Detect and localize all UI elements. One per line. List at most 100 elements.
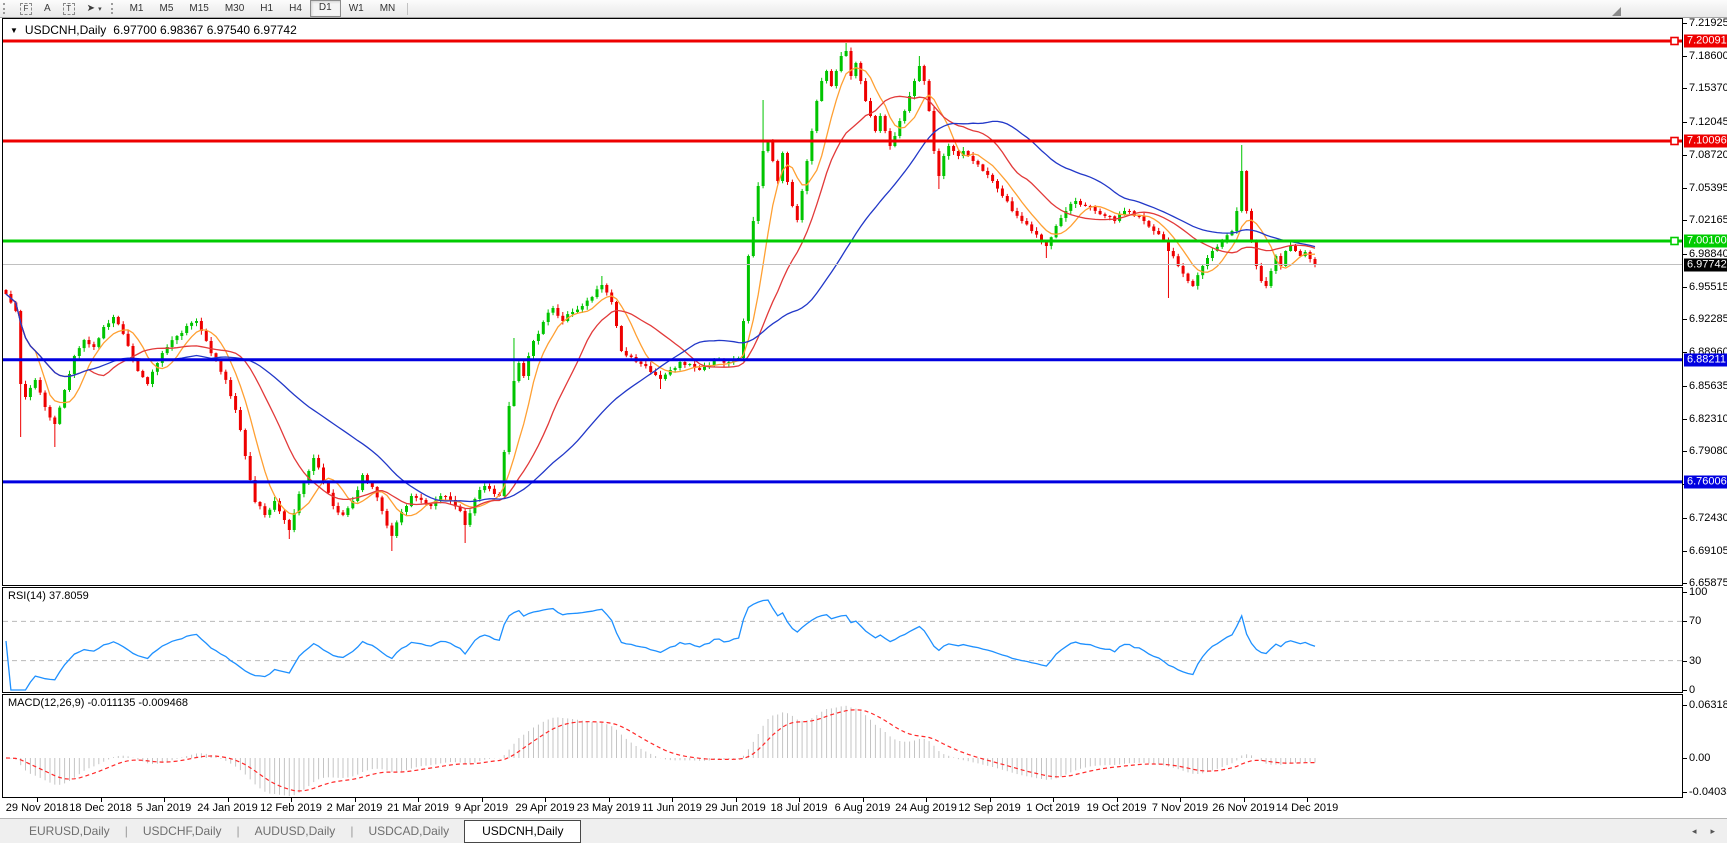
fibonacci-tool-button[interactable]: F [20,2,32,15]
date-tick-label: 23 May 2019 [576,802,641,814]
date-tick-label: 29 Nov 2018 [5,802,69,814]
axis-tick [926,798,927,802]
tab-scroll-controls: ◂ ▸ [1692,826,1727,837]
axis-tick [1180,798,1181,802]
chart-ohlc-values: 6.97700 6.98367 6.97540 6.97742 [113,23,297,37]
date-tick-label: 18 Dec 2018 [69,802,132,814]
date-tick-label: 19 Oct 2019 [1086,802,1147,814]
timeframe-button-m30[interactable]: M30 [224,3,245,14]
text-label-tool-button[interactable]: T [62,2,75,15]
axis-tick [1683,758,1687,759]
hline-price-label: 7.00100 [1684,234,1727,248]
axis-tick [1683,286,1687,288]
tab-scroll-right-icon[interactable]: ▸ [1710,825,1715,836]
axis-tick [1683,418,1687,420]
price-tick-label: 7.02165 [1689,214,1727,227]
date-axis[interactable]: 29 Nov 2018 18 Dec 2018 5 Jan 2019 24 Jan 2… [2,798,1683,815]
price-tick-label: 6.82310 [1689,412,1727,425]
price-tick-label: 30 [1689,654,1702,667]
axis-tick [1683,451,1687,453]
timeframes-toolbar: M1 M5 M15 M30 H1 H4 D1 W1 MN [122,0,404,17]
price-tick-label: 7.21925 [1689,16,1727,29]
date-tick-label: 5 Jan 2019 [136,802,192,814]
chart-title: ▼ USDCNH,Daily 6.97700 6.98367 6.97540 6… [10,23,297,37]
chart-tab-usdcad[interactable]: USDCAD,Daily [368,824,450,838]
rsi-indicator-panel[interactable]: RSI(14) 37.8059 [2,587,1683,693]
date-tick-label: 12 Feb 2019 [260,802,322,814]
timeframe-button-mn[interactable]: MN [379,3,396,14]
hline-price-label: 6.76006 [1684,475,1727,489]
axis-tick [291,798,292,802]
toolbar-separator [407,2,409,15]
chart-tabs: EURUSD,Daily | USDCHF,Daily | AUDUSD,Daily | U… [14,819,582,843]
price-tick-label: 6.69105 [1689,544,1727,557]
axis-tick [545,798,546,802]
tab-scroll-left-icon[interactable]: ◂ [1691,825,1697,836]
axis-tick [672,798,673,802]
date-tick-label: 26 Nov 2019 [1212,802,1275,814]
timeframe-button-m5[interactable]: M5 [159,3,174,14]
price-axis[interactable]: 7.21925 7.18600 7.15370 7.12045 7.08720 7.053… [1683,16,1727,798]
arrows-tool-button[interactable]: ➤ ▾ [86,3,102,14]
current-price-label: 6.97742 [1684,258,1727,272]
timeframe-button-w1[interactable]: W1 [348,3,364,14]
axis-tick [1683,704,1687,706]
date-tick-label: 6 Aug 2019 [834,802,891,814]
axis-tick [799,798,800,802]
hline-price-label: 7.20091 [1684,34,1727,48]
price-tick-label: 6.65875 [1689,577,1727,590]
timeframe-button-d1[interactable]: D1 [309,0,341,17]
date-tick-label: 7 Nov 2019 [1151,802,1209,814]
axis-tick [1683,188,1687,189]
chevron-down-icon[interactable]: ▼ [10,25,18,35]
macd-indicator-panel[interactable]: MACD(12,26,9) -0.011135 -0.009468 [2,694,1683,798]
timeframe-button-m15[interactable]: M15 [189,3,209,14]
price-tick-label: 0.063184 [1689,698,1727,711]
hline-price-label: 7.10096 [1684,134,1727,148]
chart-tab-usdchf[interactable]: USDCHF,Daily [142,824,222,838]
axis-tick [608,798,610,802]
axis-tick [1683,121,1687,123]
date-tick-label: 24 Jan 2019 [197,802,258,814]
timeframe-button-h1[interactable]: H1 [260,3,274,14]
toolbar-grip[interactable] [3,3,9,14]
axis-tick [1683,791,1687,793]
axis-tick [354,798,356,802]
axis-tick [481,798,483,802]
rsi-chart-canvas[interactable] [3,588,1682,692]
axis-tick [1683,154,1687,156]
timeframe-button-m1[interactable]: M1 [129,3,144,14]
toolbar-grip[interactable] [110,3,117,14]
axis-tick [1683,550,1687,552]
price-tick-label: 6.98840 [1689,247,1727,260]
axis-tick [100,798,102,802]
candlestick-chart-canvas[interactable] [3,19,1682,585]
macd-label: MACD(12,26,9) -0.011135 -0.009468 [8,697,188,709]
chevron-down-icon[interactable]: ▾ [98,5,102,13]
date-tick-label: 11 Jun 2019 [642,802,702,814]
chart-tab-audusd[interactable]: AUDUSD,Daily [254,824,336,838]
macd-chart-canvas[interactable] [3,695,1682,797]
axis-tick [164,798,165,802]
scroll-to-end-marker[interactable] [1612,7,1621,16]
date-tick-label: 2 Mar 2019 [326,802,383,814]
price-tick-label: 7.12045 [1689,115,1727,128]
price-chart-panel[interactable]: ▼ USDCNH,Daily 6.97700 6.98367 6.97540 6… [2,18,1683,586]
price-tick-label: 7.05395 [1689,182,1727,194]
axis-tick [1683,385,1687,387]
axis-tick [1243,798,1245,802]
chart-symbol-period: USDCNH,Daily [24,23,107,37]
timeframe-button-h4[interactable]: H4 [289,3,302,14]
chart-tab-eurusd[interactable]: EURUSD,Daily [29,824,110,838]
axis-tick [1683,660,1687,662]
axis-tick [1683,220,1687,222]
price-tick-label: 6.79080 [1689,445,1727,458]
text-tool-button[interactable]: A [44,3,51,14]
axis-tick [418,798,419,802]
price-tick-label: 6.85635 [1689,379,1727,392]
axis-tick [735,798,737,802]
chart-tab-bar: EURUSD,Daily | USDCHF,Daily | AUDUSD,Daily | U… [0,818,1727,843]
chart-tab-usdcnh[interactable]: USDCNH,Daily [464,819,582,843]
date-tick-label: 21 Mar 2019 [387,802,449,814]
